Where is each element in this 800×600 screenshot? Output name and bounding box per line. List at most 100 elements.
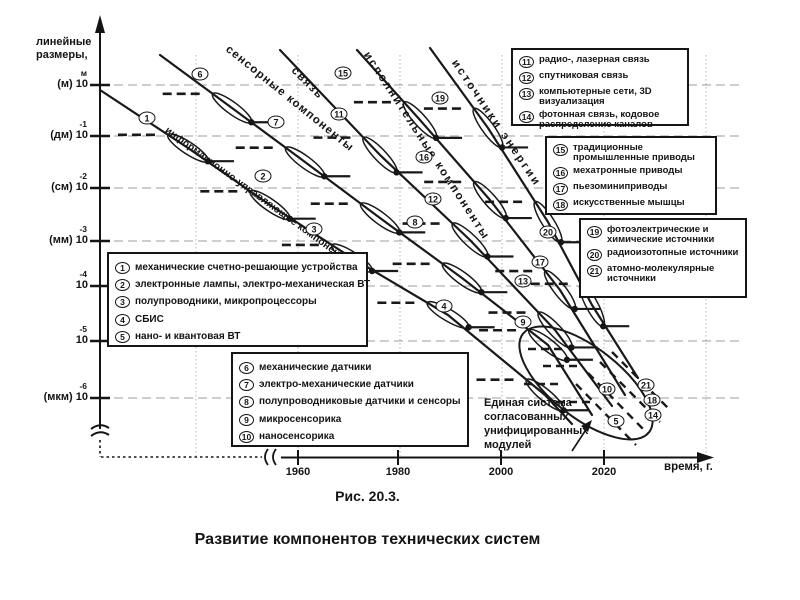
legend-item-17: 17 пьезоминиприводы <box>553 182 710 195</box>
legend-item-number: 16 <box>553 167 568 179</box>
legend-item-12: 12 спутниковая связь <box>519 71 682 84</box>
tech-curve-3 <box>278 48 614 408</box>
marker-19: 19 <box>431 91 449 105</box>
legend-item-text: фотоэлектрические и химические источники <box>607 224 715 245</box>
convergence-ellipse <box>518 325 654 441</box>
marker-12: 12 <box>424 192 442 206</box>
legend-item-number: 5 <box>115 330 130 343</box>
marker-8: 8 <box>406 215 424 229</box>
legend-item-14: 14 фотонная связь, кодовое распределение … <box>519 110 682 130</box>
y-tick-base: (мкм) 10 <box>43 391 88 403</box>
y-tick-exponent: -3 <box>79 224 87 234</box>
legend-item-number: 12 <box>519 72 534 84</box>
legend-item-text: радиоизотопные источники <box>607 247 739 258</box>
legend-item-number: 11 <box>519 56 534 68</box>
y-tick-exponent: -1 <box>79 119 87 129</box>
legend-item-1: 1 механические счетно-решающие устройства <box>115 259 361 276</box>
legend-item-16: 16 мехатронные приводы <box>553 166 710 179</box>
transition-dot <box>502 214 510 222</box>
legend-item-text: спутниковая связь <box>539 70 629 81</box>
marker-4: 4 <box>435 299 453 313</box>
tech-curve-2 <box>158 53 594 417</box>
marker-20: 20 <box>539 225 557 239</box>
legend-item-text: СБИС <box>135 313 164 325</box>
x-axis-title: время, г. <box>664 461 713 473</box>
legend-item-number: 10 <box>239 430 254 443</box>
marker-5: 5 <box>607 414 625 428</box>
y-axis-title-line1: линейные <box>36 36 92 48</box>
legend-item-text: радио-, лазерная связь <box>539 54 650 65</box>
y-axis-arrow <box>95 15 105 33</box>
y-tick-exponent: -4 <box>79 269 87 279</box>
legend-box-communication: 11 радио-, лазерная связь 12 спутниковая св… <box>511 48 689 130</box>
y-tick-exponent: м <box>80 68 87 78</box>
marker-17: 17 <box>531 255 549 269</box>
legend-item-number: 7 <box>239 379 254 392</box>
x-tick-label: 1960 <box>285 466 311 478</box>
y-tick-label: -4 10 <box>20 269 88 292</box>
y-tick-exponent: -5 <box>79 324 87 334</box>
figure-number: Рис. 20.3. <box>335 488 400 504</box>
legend-item-text: микросенсорика <box>259 413 342 425</box>
marker-18: 18 <box>643 393 661 407</box>
legend-item-text: механические счетно-решающие устройства <box>135 262 358 274</box>
legend-item-text: полупроводники, микропроцессоры <box>135 296 317 308</box>
marker-3: 3 <box>305 222 323 236</box>
legend-item-5: 5 нано- и квантовая ВТ <box>115 328 361 345</box>
marker-13: 13 <box>514 274 532 288</box>
marker-9: 9 <box>514 315 532 329</box>
legend-item-number: 19 <box>587 226 602 238</box>
legend-item-number: 3 <box>115 296 130 309</box>
y-tick-label: -6 (мкм) 10 <box>20 381 88 404</box>
y-tick-exponent: -6 <box>79 381 87 391</box>
marker-2: 2 <box>254 169 272 183</box>
legend-item-15: 15 традиционные промышленные приводы <box>553 143 710 163</box>
annotation-line: Единая система <box>484 397 572 409</box>
legend-item-number: 15 <box>553 144 568 156</box>
legend-item-9: 9 микросенсорика <box>239 411 462 428</box>
y-tick-base: (мм) 10 <box>49 234 88 246</box>
legend-item-number: 2 <box>115 279 130 292</box>
x-tick-label: 1980 <box>385 466 411 478</box>
legend-item-3: 3 полупроводники, микропроцессоры <box>115 293 361 310</box>
legend-item-10: 10 наносенсорика <box>239 428 462 445</box>
x-tick-label: 2020 <box>591 466 617 478</box>
annotation-line: унифицированных <box>484 425 589 437</box>
legend-item-text: механические датчики <box>259 362 372 374</box>
legend-item-8: 8 полупроводниковые датчики и сенсоры <box>239 393 462 410</box>
annotation-line: согласованных <box>484 411 569 423</box>
legend-item-text: мехатронные приводы <box>573 165 683 176</box>
y-tick-exponent: -2 <box>79 171 87 181</box>
y-tick-label: -5 10 <box>20 324 88 347</box>
x-axis-arrow <box>697 452 714 463</box>
marker-15: 15 <box>334 66 352 80</box>
legend-item-11: 11 радио-, лазерная связь <box>519 55 682 68</box>
legend-item-number: 13 <box>519 88 534 100</box>
transition-dot <box>432 134 440 142</box>
y-axis-break <box>90 431 110 437</box>
legend-box-actuators: 15 традиционные промышленные приводы 16 мех… <box>545 136 717 215</box>
legend-item-2: 2 электронные лампы, электро-механическая… <box>115 276 370 293</box>
legend-item-text: наносенсорика <box>259 430 335 442</box>
y-tick-base: 10 <box>75 334 88 346</box>
marker-16: 16 <box>415 150 433 164</box>
legend-item-18: 18 искусственные мышцы <box>553 198 710 211</box>
y-axis-break <box>90 424 110 430</box>
y-tick-base: 10 <box>75 279 88 291</box>
legend-box-computing: 1 механические счетно-решающие устройства… <box>107 252 370 347</box>
y-tick-label: -3 (мм) 10 <box>20 224 88 247</box>
marker-21: 21 <box>637 378 655 392</box>
marker-6: 6 <box>191 67 209 81</box>
annotation-line: модулей <box>484 439 532 451</box>
legend-item-text: электро-механические датчики <box>259 379 414 391</box>
legend-item-number: 21 <box>587 265 602 277</box>
legend-item-number: 1 <box>115 262 130 275</box>
x-axis-break <box>272 448 277 466</box>
legend-item-text: пьезоминиприводы <box>573 181 668 192</box>
legend-item-21: 21 атомно-молекулярные источники <box>587 264 740 284</box>
transition-dot <box>465 324 472 331</box>
y-tick-base: (см) 10 <box>51 181 88 193</box>
legend-item-19: 19 фотоэлектрические и химические источни… <box>587 225 740 245</box>
future-dashed-line <box>587 372 649 435</box>
future-dashed-line <box>575 383 637 446</box>
